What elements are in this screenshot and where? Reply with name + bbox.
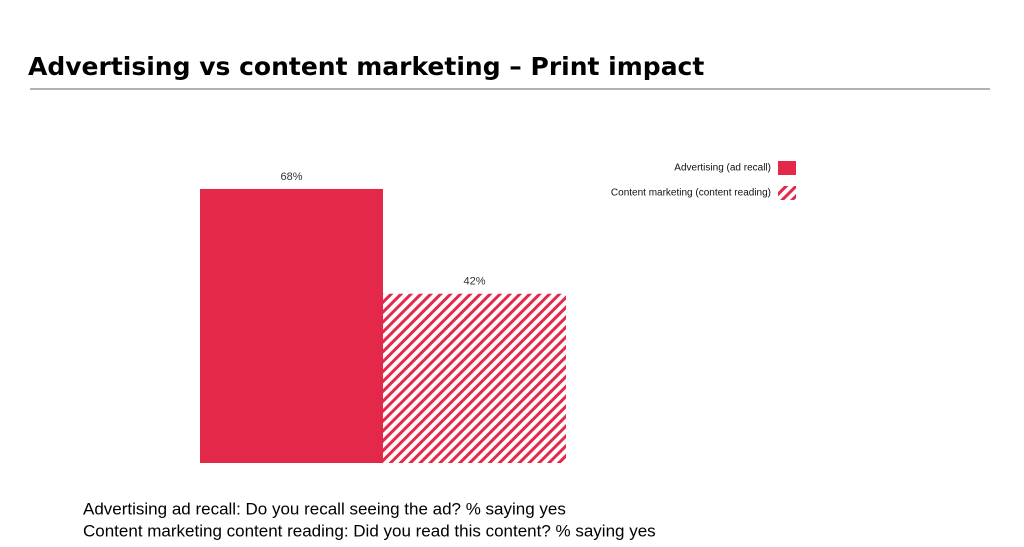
legend-label: Advertising (ad recall)	[674, 163, 771, 174]
footnote: Advertising ad recall: Do you recall see…	[83, 499, 566, 518]
value-label: 42%	[463, 276, 485, 288]
legend-swatch	[778, 186, 796, 200]
bar	[200, 188, 383, 463]
footnote: Content marketing content reading: Did y…	[83, 521, 656, 540]
chart-title: Advertising vs content marketing – Print…	[28, 52, 704, 81]
legend-swatch	[778, 161, 796, 175]
bar	[383, 293, 566, 463]
value-label: 68%	[280, 171, 302, 183]
legend-label: Content marketing (content reading)	[611, 188, 771, 199]
